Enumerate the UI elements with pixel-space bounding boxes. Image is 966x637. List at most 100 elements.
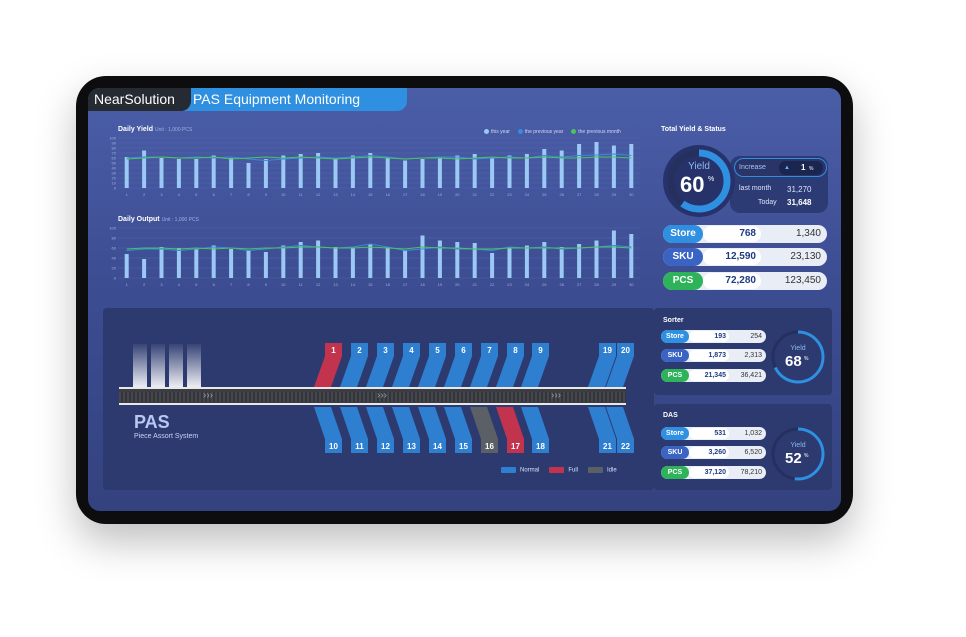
x-tick-label: 26 <box>559 282 564 287</box>
das-sku-label: SKU <box>661 446 689 459</box>
das-sku-value: 3,260 <box>689 447 729 458</box>
bar <box>316 240 321 278</box>
bar <box>159 247 164 278</box>
bar <box>159 158 164 188</box>
header-bar: NearSolution PAS Equipment Monitoring <box>88 88 407 111</box>
pcs-total: 123,450 <box>784 275 821 286</box>
legend-previous-year-label: the previous year <box>524 129 564 135</box>
sorter-store-value: 193 <box>689 331 729 342</box>
full-swatch-icon <box>549 467 565 473</box>
gauge-arc <box>667 149 731 213</box>
bar <box>577 144 582 188</box>
sorter-yield-unit: % <box>804 356 809 362</box>
total-yield-unit: % <box>708 176 715 183</box>
x-tick-label: 2 <box>143 282 146 287</box>
x-tick-label: 5 <box>195 192 198 197</box>
bar <box>211 155 216 188</box>
y-tick-label: 40 <box>112 256 117 261</box>
conveyor-arrow-icon: ››› <box>377 390 387 401</box>
bar <box>455 242 460 278</box>
bar <box>368 244 373 278</box>
series-line <box>126 246 632 250</box>
x-tick-label: 23 <box>507 282 512 287</box>
das-pcs-value: 37,120 <box>689 467 729 478</box>
bar <box>298 154 303 188</box>
conveyor-belt: ››› ››› ››› <box>119 387 626 405</box>
lane-top-1 <box>314 343 342 387</box>
x-tick-label: 24 <box>525 192 530 197</box>
increase-value: 1 <box>801 163 806 172</box>
increase-pill: Increase ▲ 1 % <box>734 158 827 177</box>
daily-output-title-text: Daily Output <box>118 216 160 223</box>
lane-number-label: 10 <box>329 442 338 451</box>
das-panel: DAS Store 531 1,032 SKU 3,260 6,520 PCS … <box>654 404 832 490</box>
legend-this-year: this year <box>484 129 510 135</box>
bar <box>594 240 599 278</box>
bar <box>263 252 268 278</box>
sorter-gauge <box>771 330 825 384</box>
das-gauge-arc <box>771 427 825 481</box>
today-label: Today <box>758 199 777 206</box>
legend-idle: Idle <box>588 467 617 474</box>
x-tick-label: 20 <box>455 192 460 197</box>
das-row-sku: SKU 3,260 6,520 <box>661 446 766 459</box>
legend-idle-label: Idle <box>607 467 617 474</box>
sorter-row-store: Store 193 254 <box>661 330 766 343</box>
x-tick-label: 18 <box>420 282 425 287</box>
lane-top-4 <box>392 343 420 387</box>
increase-arrow-icon: ▲ <box>784 165 790 171</box>
x-tick-label: 4 <box>178 192 181 197</box>
bar <box>281 155 286 188</box>
y-tick-label: 10 <box>112 181 117 186</box>
bar <box>403 160 408 188</box>
brand-name[interactable]: NearSolution <box>88 88 191 111</box>
x-tick-label: 14 <box>351 282 356 287</box>
das-store-total: 1,032 <box>744 430 762 437</box>
today-value: 31,648 <box>787 198 812 207</box>
bar <box>263 159 268 188</box>
daily-yield-legend: this year the previous year the previous… <box>484 129 621 135</box>
sorter-gauge-arc <box>771 330 825 384</box>
bar <box>298 242 303 278</box>
sorter-row-pcs: PCS 21,345 36,421 <box>661 369 766 382</box>
y-tick-label: 20 <box>112 176 117 181</box>
daily-output-unit: Unit : 1,000 PCS <box>161 217 199 223</box>
lane-number-label: 19 <box>603 346 612 355</box>
bar <box>542 149 547 188</box>
daily-yield-title-text: Daily Yield <box>118 126 154 133</box>
bar <box>211 245 216 278</box>
bar <box>281 245 286 278</box>
pas-title: PAS <box>134 412 170 432</box>
x-tick-label: 12 <box>316 192 321 197</box>
x-tick-label: 27 <box>577 192 582 197</box>
y-tick-label: 90 <box>112 141 117 146</box>
x-tick-label: 6 <box>213 192 216 197</box>
daily-output-title: Daily Output Unit : 1,000 PCS <box>118 216 199 223</box>
increase-value-box: ▲ 1 % <box>779 161 823 175</box>
conveyor-arrow-icon: ››› <box>203 390 213 401</box>
lane-number-label: 13 <box>407 442 416 451</box>
bar <box>420 159 425 188</box>
y-tick-label: 80 <box>112 146 117 151</box>
series-line <box>126 156 632 160</box>
series-line <box>126 243 632 252</box>
dashboard-screen: NearSolution PAS Equipment Monitoring Da… <box>88 88 841 511</box>
x-tick-label: 4 <box>178 282 181 287</box>
legend-full-label: Full <box>568 467 579 474</box>
lane-top-9 <box>521 343 549 387</box>
lane-number-label: 9 <box>538 346 543 355</box>
lane-number-label: 7 <box>487 346 492 355</box>
lane-bottom-12 <box>366 407 394 453</box>
sorter-pcs-total: 36,421 <box>740 372 762 379</box>
x-tick-label: 14 <box>351 192 356 197</box>
bar <box>455 155 460 188</box>
lane-top-20 <box>606 343 634 387</box>
bar <box>333 158 338 188</box>
bar <box>246 163 251 188</box>
lane-bottom-18 <box>521 407 549 453</box>
bar <box>611 145 616 188</box>
lane-number-label: 18 <box>536 442 545 451</box>
increase-label: Increase <box>739 164 766 171</box>
bar <box>629 234 634 278</box>
y-tick-label: 100 <box>109 226 116 231</box>
